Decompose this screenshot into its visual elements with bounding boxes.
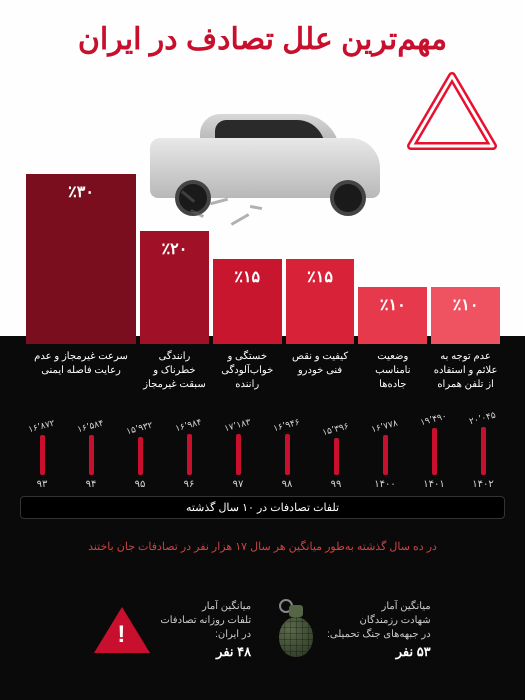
- bar-label: سرعت غیرمجاز و عدم رعایت فاصله ایمنی: [26, 350, 136, 400]
- timeline-bar: [481, 427, 486, 475]
- timeline-item: ۱۶٬۹۴۶ ۹۸: [265, 420, 309, 490]
- timeline-item: ۱۵٬۹۳۲ ۹۵: [118, 423, 162, 490]
- timeline-bar: [187, 434, 192, 475]
- bar-percent: ٪۱۰: [380, 295, 406, 315]
- timeline-year: ۹۸: [282, 479, 293, 490]
- bar-item: ٪۱۵ خستگی و خواب‌آلودگی راننده: [213, 259, 282, 400]
- timeline-bar: [334, 438, 339, 475]
- timeline-year: ۹۶: [184, 479, 195, 490]
- timeline-year: ۹۵: [135, 479, 146, 490]
- page-title: مهم‌ترین علل تصادف در ایران: [0, 0, 525, 57]
- timeline-bar: [285, 434, 290, 475]
- bar-item: ٪۱۰ وضعیت نامناسب جاده‌ها: [358, 287, 427, 400]
- box1-line3: در ایران:: [160, 628, 251, 642]
- warning-triangle-icon: [407, 72, 497, 152]
- infographic-page: مهم‌ترین علل تصادف در ایران ٪۳۰ سرعت غیرم…: [0, 0, 525, 700]
- warning-icon: [94, 607, 150, 653]
- timeline-item: ۱۹٬۴۹۰ ۱۴۰۱: [412, 414, 456, 490]
- bar-label: وضعیت نامناسب جاده‌ها: [358, 350, 427, 400]
- timeline-bar: [236, 434, 241, 475]
- timeline-year: ۹۴: [86, 479, 97, 490]
- timeline-year: ۹۳: [37, 479, 48, 490]
- bar-item: ٪۱۰ عدم توجه به علائم و استفاده از تلفن ه…: [431, 287, 500, 400]
- bar-label: عدم توجه به علائم و استفاده از تلفن همرا…: [431, 350, 500, 400]
- timeline-year: ۱۴۰۰: [374, 479, 395, 490]
- bar: ٪۲۰: [140, 231, 209, 344]
- bar-item: ٪۲۰ رانندگی خطرناک و سبقت غیرمجاز: [140, 231, 209, 400]
- timeline-value: ۱۵٬۹۳۲: [126, 420, 155, 438]
- bar: ٪۱۵: [213, 259, 282, 344]
- accidents-daily-box: میانگین آمار تلفات روزانه تصادفات در ایر…: [94, 600, 251, 660]
- timeline-value: ۱۹٬۴۹۰: [420, 411, 449, 429]
- causes-bar-chart: ٪۳۰سرعت غیرمجاز و عدم رعایت فاصله ایمنی٪…: [26, 180, 500, 400]
- timeline-value: ۱۶٬۹۴۶: [273, 417, 302, 435]
- timeline-year: ۹۹: [331, 479, 342, 490]
- box2-line3: در جبهه‌های جنگ تحمیلی:: [327, 628, 431, 642]
- timeline-item: ۱۷٬۱۸۳ ۹۷: [216, 420, 260, 490]
- subtitle-text: در ده سال گذشته به‌طور میانگین هر سال ۱۷…: [0, 540, 525, 553]
- timeline-year: ۱۴۰۲: [472, 479, 493, 490]
- bar-percent: ٪۳۰: [68, 182, 94, 202]
- box2-line1: میانگین آمار: [327, 600, 431, 614]
- bar-percent: ٪۲۰: [162, 239, 188, 259]
- bar: ٪۳۰: [26, 174, 136, 344]
- grenade-icon: [275, 603, 317, 657]
- timeline-bar: [89, 435, 94, 475]
- timeline-year: ۹۷: [233, 479, 244, 490]
- timeline-value: ۱۶٬۷۷۸: [371, 418, 400, 436]
- timeline-bar: [432, 428, 437, 475]
- timeline-item: ۱۵٬۳۹۶ ۹۹: [314, 424, 358, 490]
- timeline-value: ۱۶٬۵۸۴: [77, 418, 106, 436]
- timeline-value: ۱۶٬۹۸۴: [175, 417, 204, 435]
- bar-label: رانندگی خطرناک و سبقت غیرمجاز: [140, 350, 209, 400]
- timeline-title: تلفات تصادفات در ۱۰ سال گذشته: [20, 496, 505, 519]
- bar: ٪۱۰: [358, 287, 427, 344]
- bar-percent: ٪۱۵: [234, 267, 260, 287]
- timeline-value: ۱۵٬۳۹۶: [322, 421, 351, 439]
- box1-line1: میانگین آمار: [160, 600, 251, 614]
- bar-label: کیفیت و نقص فنی خودرو: [286, 350, 355, 400]
- bar-item: ٪۱۵ کیفیت و نقص فنی خودرو: [286, 259, 355, 400]
- timeline-value: ۱۶٬۸۷۲: [28, 417, 57, 435]
- box2-line2: شهادت رزمندگان: [327, 614, 431, 628]
- fatalities-timeline: ۱۶٬۸۷۲۹۳۱۶٬۵۸۴۹۴۱۵٬۹۳۲۹۵۱۶٬۹۸۴۹۶۱۷٬۱۸۳۹۷…: [20, 418, 505, 518]
- bar-percent: ٪۱۵: [307, 267, 333, 287]
- timeline-bar: [383, 435, 388, 475]
- timeline-bar: [40, 435, 45, 475]
- bar: ٪۱۵: [286, 259, 355, 344]
- box2-value: ۵۳ نفر: [327, 644, 431, 660]
- timeline-item: ۲۰٬۰۴۵ ۱۴۰۲: [461, 413, 505, 490]
- timeline-item: ۱۶٬۷۷۸ ۱۴۰۰: [363, 421, 407, 490]
- timeline-value: ۱۷٬۱۸۳: [224, 417, 253, 435]
- war-casualties-box: میانگین آمار شهادت رزمندگان در جبهه‌های …: [275, 600, 431, 660]
- timeline-value: ۲۰٬۰۴۵: [469, 410, 498, 428]
- box1-line2: تلفات روزانه تصادفات: [160, 614, 251, 628]
- timeline-year: ۱۴۰۱: [423, 479, 444, 490]
- comparison-boxes: میانگین آمار تلفات روزانه تصادفات در ایر…: [0, 570, 525, 690]
- bar-item: ٪۳۰ سرعت غیرمجاز و عدم رعایت فاصله ایمنی: [26, 174, 136, 400]
- bar-percent: ٪۱۰: [453, 295, 479, 315]
- timeline-item: ۱۶٬۵۸۴ ۹۴: [69, 421, 113, 490]
- timeline-bar: [138, 437, 143, 475]
- bar: ٪۱۰: [431, 287, 500, 344]
- timeline-item: ۱۶٬۹۸۴ ۹۶: [167, 420, 211, 490]
- box1-value: ۴۸ نفر: [160, 644, 251, 660]
- timeline-item: ۱۶٬۸۷۲۹۳: [20, 421, 64, 490]
- bar-label: خستگی و خواب‌آلودگی راننده: [213, 350, 282, 400]
